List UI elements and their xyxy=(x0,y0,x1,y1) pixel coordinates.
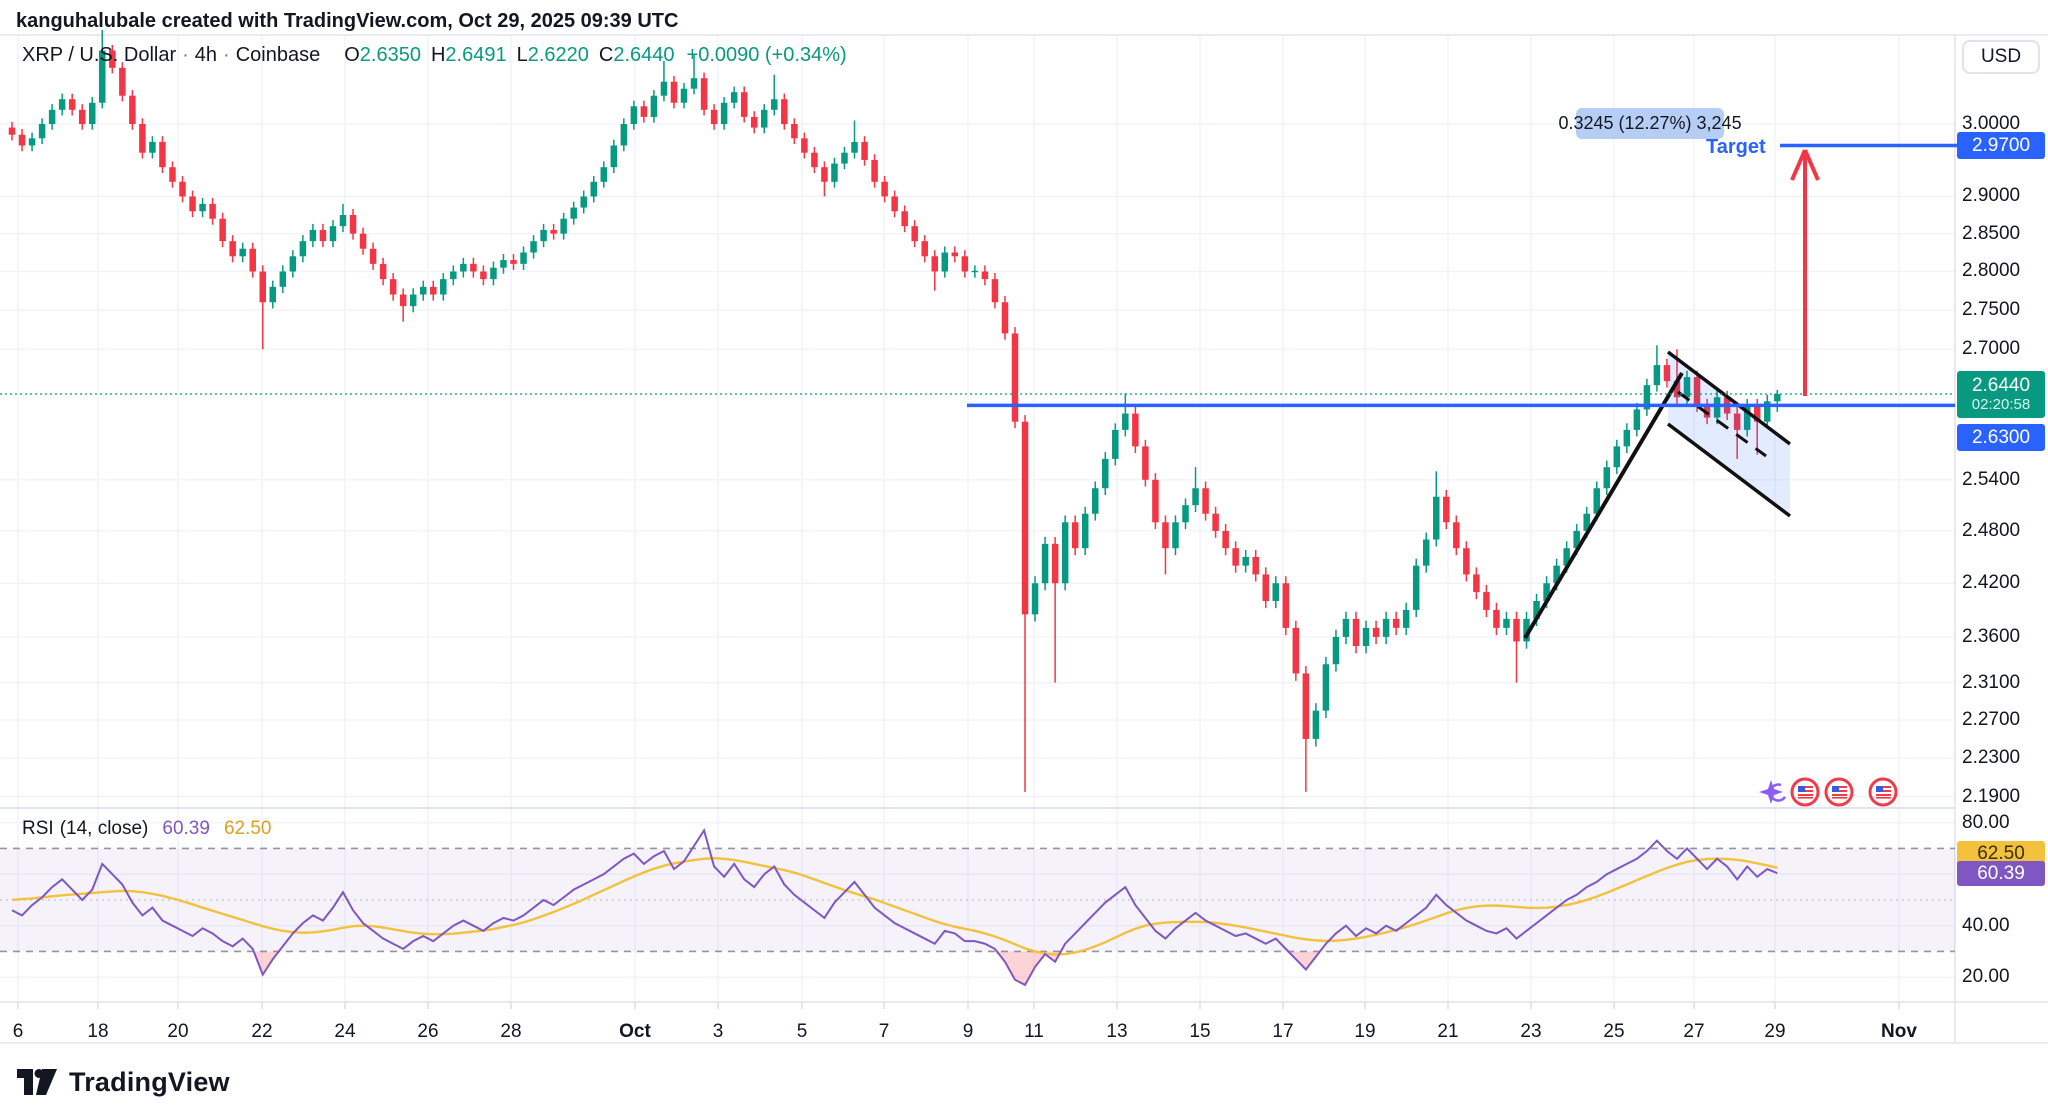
time-tick-label: 21 xyxy=(1437,1021,1459,1042)
time-tick-label: 7 xyxy=(878,1021,890,1042)
rsi-tick-label: 80.00 xyxy=(1962,811,2010,833)
time-tick-label: 11 xyxy=(1024,1021,1044,1042)
open-value: 2.6350 xyxy=(359,44,421,66)
alert-line-axis-label: 2.6300 xyxy=(1957,424,2045,451)
legend-separator: · xyxy=(223,44,230,66)
price-tick-label: 2.5400 xyxy=(1962,468,2021,490)
time-tick-label: Oct xyxy=(619,1021,651,1042)
rsi-ma-current-value: 62.50 xyxy=(223,818,272,839)
time-tick-label: 19 xyxy=(1354,1021,1376,1042)
time-tick-label: 20 xyxy=(167,1021,189,1042)
time-tick-label: 17 xyxy=(1272,1021,1294,1042)
rsi-ma-axis-label: 62.50 xyxy=(1957,841,2045,866)
rsi-tick-label: 20.00 xyxy=(1962,966,2010,988)
low-letter: L xyxy=(516,44,528,66)
price-range-measure-label[interactable]: 0.3245 (12.27%) 3,245 xyxy=(1558,108,1742,139)
bar-countdown: 02:20:58 xyxy=(1971,395,2031,413)
sparkle-icon[interactable] xyxy=(1756,777,1786,807)
price-tick-label: 2.8000 xyxy=(1962,260,2021,282)
time-tick-label: 9 xyxy=(962,1021,974,1042)
price-tick-label: 2.8500 xyxy=(1962,222,2021,244)
tradingview-wordmark[interactable]: TradingView xyxy=(69,1066,230,1097)
time-tick-label: 3 xyxy=(712,1021,724,1042)
rsi-current-value: 60.39 xyxy=(162,818,210,839)
rsi-value-axis-label: 60.39 xyxy=(1957,861,2045,886)
time-tick-label: 22 xyxy=(251,1021,273,1042)
price-tick-label: 2.2300 xyxy=(1962,747,2021,769)
rsi-title[interactable]: RSI xyxy=(22,818,54,839)
high-letter: H xyxy=(430,44,446,66)
legend-separator: · xyxy=(182,44,189,66)
symbol-legend: XRP / U.S. Dollar · 4h · Coinbase O2.6350 H2.6… xyxy=(22,44,847,67)
price-tick-label: 2.9000 xyxy=(1962,185,2021,207)
time-tick-label: 24 xyxy=(334,1021,356,1042)
attribution-text: kanguhalubale created with TradingView.c… xyxy=(16,10,679,32)
close-letter: C xyxy=(598,44,614,66)
time-tick-label: 27 xyxy=(1683,1021,1705,1042)
time-tick-label: Nov xyxy=(1881,1021,1917,1042)
close-value: 2.6440 xyxy=(613,44,675,66)
symbol-title[interactable]: XRP / U.S. Dollar xyxy=(22,44,177,66)
time-tick-label: 26 xyxy=(417,1021,439,1042)
price-tick-label: 2.7500 xyxy=(1962,299,2021,320)
time-tick-label: 15 xyxy=(1189,1021,1211,1042)
change-value: +0.0090 (+0.34%) xyxy=(686,44,847,66)
ohlc-values: O2.6350 H2.6491 L2.6220 C2.6440 xyxy=(334,44,674,66)
us-flag-event-icon[interactable] xyxy=(1790,777,1820,807)
interval-label[interactable]: 4h xyxy=(194,44,218,66)
price-tick-label: 2.3600 xyxy=(1962,625,2021,647)
rsi-tick-label: 40.00 xyxy=(1962,914,2010,936)
price-tick-label: 2.7000 xyxy=(1962,338,2021,360)
us-flag-event-icon[interactable] xyxy=(1824,777,1854,807)
rsi-indicator-legend: RSI (14, close) 60.39 62.50 xyxy=(22,818,271,840)
low-value: 2.6220 xyxy=(527,44,589,66)
price-tick-label: 2.4800 xyxy=(1962,519,2021,541)
price-tick-label: 3.0000 xyxy=(1962,113,2021,135)
current-price-value: 2.6440 xyxy=(1971,374,2031,396)
price-tick-label: 2.1900 xyxy=(1962,785,2021,807)
price-tick-label: 2.3100 xyxy=(1962,671,2021,693)
target-price-axis-label: 2.9700 xyxy=(1957,132,2045,159)
current-price-axis-label: 2.6440 02:20:58 xyxy=(1957,371,2045,418)
tradingview-logo-icon[interactable] xyxy=(15,1063,59,1101)
economic-event-icons xyxy=(1752,777,1898,807)
footer: TradingView xyxy=(15,1063,230,1101)
open-letter: O xyxy=(344,44,360,66)
time-tick-label: 6 xyxy=(12,1021,24,1042)
currency-toggle-button[interactable]: USD xyxy=(1962,40,2040,74)
time-tick-label: 29 xyxy=(1764,1021,1786,1042)
time-tick-label: 23 xyxy=(1520,1021,1542,1042)
price-tick-label: 2.4200 xyxy=(1962,572,2021,594)
time-tick-label: 18 xyxy=(87,1021,109,1042)
time-tick-label: 28 xyxy=(500,1021,522,1042)
target-annotation-label[interactable]: Target xyxy=(1706,136,1766,158)
us-flag-event-icon[interactable] xyxy=(1868,777,1898,807)
rsi-params: (14, close) xyxy=(59,818,149,839)
high-value: 2.6491 xyxy=(445,44,507,66)
time-tick-label: 5 xyxy=(796,1021,808,1042)
price-tick-label: 2.2700 xyxy=(1962,709,2021,731)
exchange-label[interactable]: Coinbase xyxy=(235,44,321,66)
time-tick-label: 13 xyxy=(1106,1021,1128,1042)
time-tick-label: 25 xyxy=(1603,1021,1625,1042)
